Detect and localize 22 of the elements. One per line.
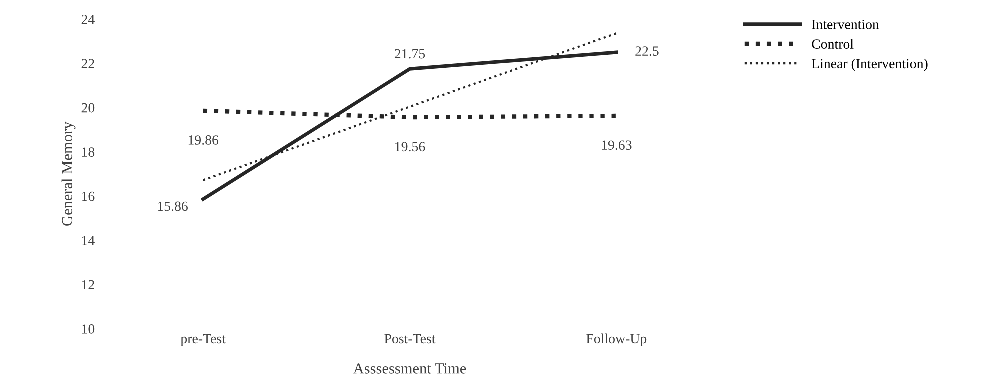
legend-label: Linear (Intervention) [812, 58, 928, 72]
x-tick-label: Follow-Up [586, 334, 647, 346]
data-label: 19.86 [188, 136, 219, 145]
x-tick-label: pre-Test [180, 334, 226, 346]
y-tick-label: 18 [82, 148, 95, 157]
x-tick-label: Post-Test [384, 334, 436, 344]
data-label: 15.86 [158, 202, 188, 212]
data-label: 22.5 [636, 46, 659, 56]
data-label: 19.56 [396, 142, 426, 152]
data-label: 19.63 [602, 140, 632, 150]
data-label: 21.75 [394, 49, 426, 59]
legend-label: Control [812, 39, 854, 49]
legend-label: Intervention [812, 20, 880, 30]
y-tick-label: 12 [82, 280, 94, 290]
y-tick-label: 24 [82, 14, 95, 24]
x-axis-title: Asssessment Time [353, 364, 466, 374]
y-tick-label: 14 [82, 236, 95, 246]
y-axis-title: General Memory [62, 122, 76, 226]
y-tick-label: 22 [82, 59, 94, 68]
y-tick-label: 20 [82, 103, 95, 113]
y-tick-label: 10 [82, 324, 95, 334]
y-tick-label: 16 [82, 192, 95, 202]
